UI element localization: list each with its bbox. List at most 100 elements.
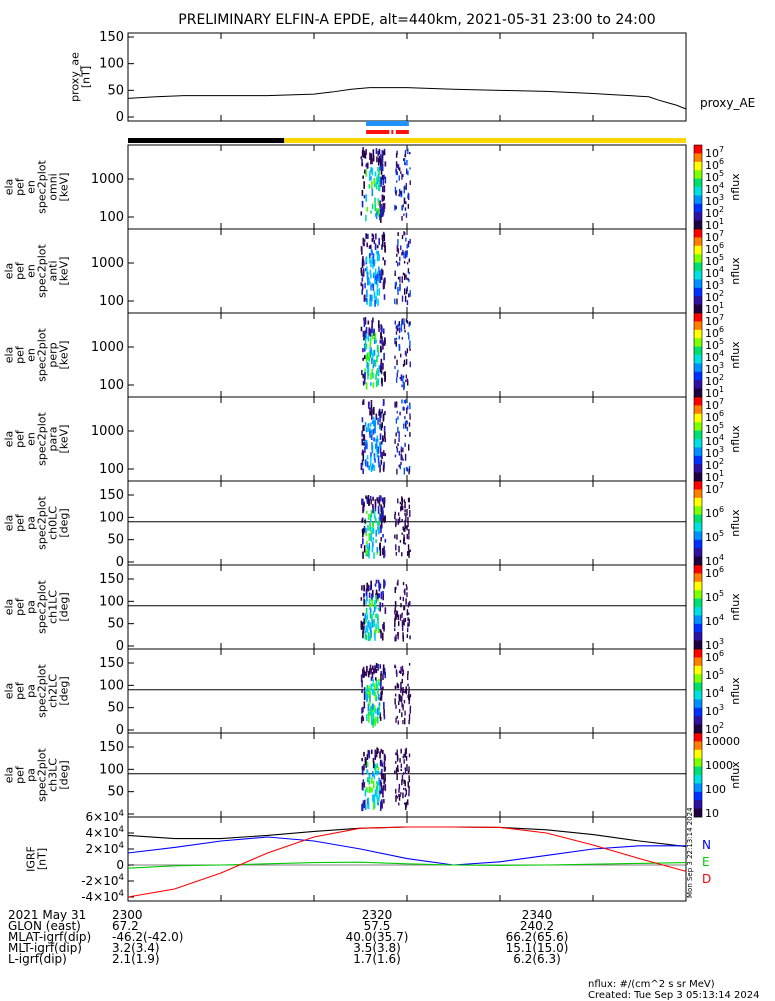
colorbar-tick-label: 1000 — [705, 759, 733, 772]
colorbar-segment — [694, 149, 702, 152]
spectrogram-cell — [372, 234, 375, 240]
colorbar-segment — [694, 808, 702, 812]
spectrogram-cell — [401, 712, 403, 718]
spectrogram-cell — [398, 794, 401, 801]
spectrogram-cell — [370, 466, 373, 473]
spectrogram-cell — [369, 337, 372, 343]
spectrogram-cell — [369, 430, 371, 438]
spectrogram-cell — [378, 703, 381, 711]
spectrogram-cell — [363, 434, 366, 441]
footer-cell-label: MLT-igrf(dip) — [8, 941, 82, 955]
spectrogram-cell — [381, 773, 384, 780]
colorbar-tick-label: 105 — [705, 337, 724, 352]
spectrogram-cell — [368, 175, 371, 181]
colorbar-tick-label: 106 — [705, 325, 724, 340]
spectrogram-cell — [361, 258, 364, 266]
y-tick-label: 150 — [99, 656, 124, 671]
spectrogram-cell — [368, 592, 371, 598]
colorbar-tick-label: 104 — [705, 349, 724, 364]
spectrogram-cell — [371, 545, 374, 553]
spectrogram-cell — [382, 342, 384, 350]
spectrogram-cell — [409, 432, 411, 437]
spectrogram-cell — [382, 517, 385, 522]
colorbar-segment — [694, 159, 702, 163]
spectrogram-cell — [379, 664, 382, 669]
y-tick-label: 0 — [116, 110, 124, 125]
colorbar-segment — [694, 325, 702, 329]
spectrogram-cell — [383, 545, 385, 553]
spectrogram-cell — [373, 607, 376, 612]
colorbar-tick-label: 104 — [705, 181, 724, 196]
colorbar-segment — [694, 672, 702, 675]
spectrogram-cell — [369, 612, 372, 619]
colorbar-segment — [694, 544, 702, 547]
spectrogram-cell — [374, 718, 376, 727]
spectrogram-cell — [371, 688, 374, 695]
colorbar-segment — [694, 659, 702, 662]
spectrogram-cell — [370, 399, 373, 406]
spectrogram-cell — [405, 755, 408, 761]
spectrogram-cell — [407, 380, 409, 386]
spectrogram-cell — [364, 368, 366, 372]
spectrogram-cell — [400, 687, 402, 693]
spectrogram-cell — [380, 459, 383, 465]
spectrogram-cell — [364, 519, 366, 524]
colorbar-segment — [694, 615, 702, 618]
spectrogram-cell — [407, 670, 409, 675]
spectrogram-cell — [408, 444, 410, 447]
spectrogram-cell — [380, 673, 382, 682]
y-tick-label: 50 — [107, 83, 124, 98]
spectrogram-cell — [403, 187, 405, 194]
spectrogram-cell — [384, 161, 387, 167]
spectrogram-cell — [370, 347, 372, 355]
spectrogram-cell — [368, 550, 370, 559]
spectrogram-cell — [366, 769, 369, 775]
spectrogram-cell — [403, 213, 405, 216]
science-zone-bars — [128, 121, 686, 143]
footer-cell-v2: 2320 — [361, 908, 393, 922]
spectrogram-cell — [373, 552, 375, 559]
spectrogram-cell — [382, 593, 385, 601]
spectrogram-cell — [400, 374, 403, 382]
spectrogram-cell — [394, 401, 396, 408]
spectrogram-cell — [365, 531, 367, 537]
colorbar-segment — [694, 176, 702, 179]
spectrogram-cell — [395, 704, 397, 709]
spectrogram-cell — [368, 598, 371, 604]
spectrogram-cell — [404, 273, 406, 281]
spectrogram-cell — [396, 244, 399, 252]
spectrogram-cell — [395, 795, 397, 802]
spectrogram-cell — [396, 447, 399, 453]
spectrogram-cell — [379, 697, 382, 701]
colorbar-segment — [694, 661, 702, 665]
spectrogram-cell — [383, 667, 386, 672]
spectrogram-cell — [364, 337, 367, 345]
colorbar-segment — [694, 573, 702, 576]
spectrogram-cell — [405, 379, 407, 383]
colorbar-segment — [694, 583, 702, 587]
colorbar-segment — [694, 502, 702, 505]
colorbar-segment — [694, 525, 702, 528]
spectrogram-cell — [404, 295, 407, 302]
colorbar-segment — [694, 411, 702, 415]
spectrogram-cell — [380, 411, 382, 418]
spectrogram-cell — [371, 283, 373, 288]
spectrogram-cell — [408, 623, 410, 627]
spectrogram-cell — [380, 211, 382, 218]
spectrogram-cell — [397, 288, 399, 296]
spectrogram-cell — [363, 239, 366, 243]
colorbar-segment — [694, 418, 702, 421]
spectrogram-cell — [378, 702, 381, 706]
spectrogram-cell — [381, 441, 383, 445]
spectrogram-cell — [375, 695, 377, 701]
spectrogram-cell — [372, 541, 374, 547]
spectrogram-cell — [379, 445, 382, 454]
spectrogram-cell — [402, 526, 404, 531]
spectrogram-cell — [394, 698, 396, 705]
spectrogram-cell — [360, 544, 363, 549]
spectrogram-cell — [371, 167, 374, 176]
spectrogram-cell — [407, 544, 410, 550]
colorbar-segment — [694, 741, 702, 744]
spectrogram-cell — [369, 632, 371, 637]
spectrogram-cell — [372, 678, 375, 683]
